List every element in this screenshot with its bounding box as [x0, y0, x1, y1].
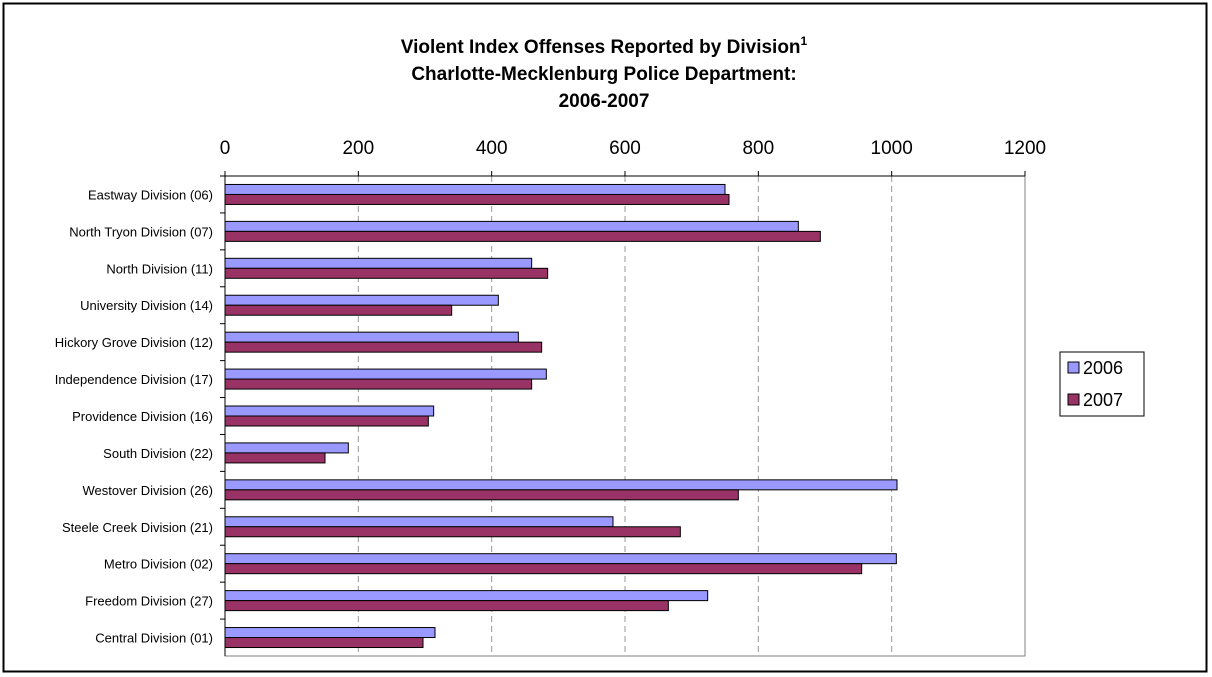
bar-2007-9 [224, 489, 739, 501]
legend: 2006 2007 [1059, 351, 1145, 417]
category-label-4: University Division (14) [80, 298, 213, 313]
chart-title-line-1: Violent Index Offenses Reported by Divis… [401, 34, 808, 58]
x-tick-label-400: 400 [476, 138, 508, 159]
bar-2007-8 [224, 452, 326, 464]
x-tick-label-0: 0 [220, 138, 231, 159]
bar-2006-3 [224, 257, 533, 269]
bar-2007-6 [224, 378, 533, 390]
legend-swatch-2006 [1067, 361, 1080, 374]
bar-2006-9 [224, 479, 898, 491]
bar-2006-2 [224, 220, 799, 232]
grid-lines [357, 176, 893, 656]
bar-2006-7 [224, 405, 435, 417]
bar-2007-7 [224, 415, 429, 427]
bar-2007-4 [224, 304, 453, 316]
category-label-5: Hickory Grove Division (12) [55, 335, 213, 350]
x-tick-label-800: 800 [742, 138, 774, 159]
bar-2007-10 [224, 526, 681, 538]
x-axis: 0 200 400 600 800 1000 1200 [220, 138, 1046, 177]
x-tick-label-600: 600 [609, 138, 641, 159]
bars [224, 183, 898, 649]
legend-swatch-2007 [1067, 393, 1080, 406]
category-label-6: Independence Division (17) [55, 372, 213, 387]
category-label-2: North Tryon Division (07) [69, 224, 213, 239]
category-label-10: Steele Creek Division (21) [62, 520, 213, 535]
bar-2006-11 [224, 553, 897, 565]
bar-2006-5 [224, 331, 519, 343]
legend-label-2007: 2007 [1083, 390, 1123, 410]
bar-2006-6 [224, 368, 547, 380]
x-tick-label-1000: 1000 [871, 138, 913, 159]
category-label-1: Eastway Division (06) [88, 187, 213, 202]
bar-2007-11 [224, 563, 863, 575]
category-axis: Eastway Division (06) North Tryon Divisio… [55, 175, 225, 646]
bar-2006-4 [224, 294, 499, 306]
category-label-9: Westover Division (26) [82, 483, 213, 498]
chart-title-line-2: Charlotte-Mecklenburg Police Department: [411, 64, 796, 85]
title-superscript: 1 [801, 34, 808, 48]
category-label-3: North Division (11) [106, 261, 213, 276]
bar-2006-10 [224, 516, 614, 528]
chart-title-line-3: 2006-2007 [559, 91, 650, 112]
bar-2007-1 [224, 193, 730, 205]
bar-2007-3 [224, 267, 549, 279]
category-label-11: Metro Division (02) [104, 557, 213, 572]
bar-2007-13 [224, 637, 424, 649]
bar-2007-12 [224, 600, 669, 612]
category-label-13: Central Division (01) [95, 631, 213, 646]
bar-2007-5 [224, 341, 543, 353]
bar-2006-8 [224, 442, 349, 454]
bar-2006-13 [224, 627, 436, 639]
x-tick-label-1200: 1200 [1004, 138, 1046, 159]
category-label-7: Providence Division (16) [72, 409, 213, 424]
bar-2007-2 [224, 230, 821, 242]
category-label-12: Freedom Division (27) [85, 594, 213, 609]
x-tick-label-200: 200 [342, 138, 374, 159]
category-label-8: South Division (22) [103, 446, 213, 461]
bar-2006-1 [224, 183, 726, 195]
legend-label-2006: 2006 [1083, 358, 1123, 378]
bar-2006-12 [224, 590, 709, 602]
